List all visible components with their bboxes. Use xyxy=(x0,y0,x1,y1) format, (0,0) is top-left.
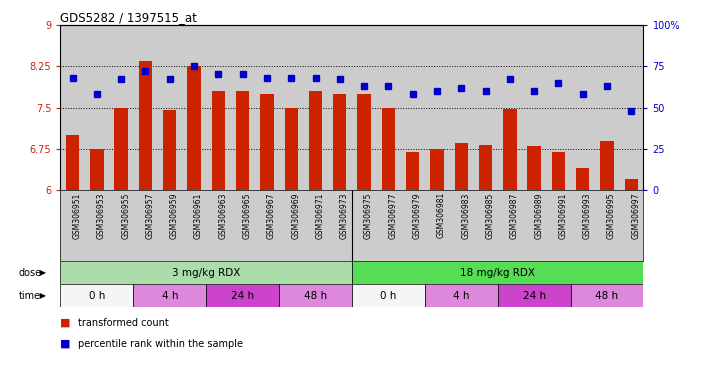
Text: ▶: ▶ xyxy=(38,268,46,277)
Text: transformed count: transformed count xyxy=(78,318,169,328)
Text: GSM306967: GSM306967 xyxy=(267,192,276,239)
Text: GDS5282 / 1397515_at: GDS5282 / 1397515_at xyxy=(60,11,198,24)
Text: GSM306985: GSM306985 xyxy=(486,192,495,238)
Text: GSM306965: GSM306965 xyxy=(242,192,252,239)
Bar xyxy=(528,146,541,190)
Text: GSM306981: GSM306981 xyxy=(437,192,446,238)
Text: 0 h: 0 h xyxy=(89,291,105,301)
Bar xyxy=(90,149,104,190)
Text: GSM306963: GSM306963 xyxy=(218,192,228,239)
Text: GSM306953: GSM306953 xyxy=(97,192,106,239)
Bar xyxy=(424,284,498,307)
Bar xyxy=(406,152,419,190)
Bar xyxy=(576,168,589,190)
Text: GSM306977: GSM306977 xyxy=(388,192,397,239)
Bar xyxy=(212,91,225,190)
Text: GSM306997: GSM306997 xyxy=(631,192,641,239)
Text: ■: ■ xyxy=(60,318,71,328)
Text: GSM306975: GSM306975 xyxy=(364,192,373,239)
Bar xyxy=(309,91,322,190)
Bar xyxy=(284,108,298,190)
Text: GSM306957: GSM306957 xyxy=(146,192,154,239)
Bar xyxy=(358,94,370,190)
Bar xyxy=(382,108,395,190)
Bar xyxy=(206,284,279,307)
Text: GSM306971: GSM306971 xyxy=(316,192,324,238)
Bar xyxy=(260,94,274,190)
Text: GSM306959: GSM306959 xyxy=(170,192,178,239)
Bar xyxy=(114,108,128,190)
Text: GSM306993: GSM306993 xyxy=(583,192,592,239)
Text: GSM306979: GSM306979 xyxy=(412,192,422,239)
Text: GSM306983: GSM306983 xyxy=(461,192,470,238)
Bar xyxy=(60,284,134,307)
Text: 24 h: 24 h xyxy=(231,291,255,301)
Text: 48 h: 48 h xyxy=(595,291,619,301)
Bar xyxy=(552,152,565,190)
Text: GSM306973: GSM306973 xyxy=(340,192,349,239)
Text: GSM306969: GSM306969 xyxy=(292,192,300,239)
Bar xyxy=(134,284,206,307)
Bar xyxy=(600,141,614,190)
Bar xyxy=(479,145,492,190)
Text: 4 h: 4 h xyxy=(161,291,178,301)
Text: GSM306955: GSM306955 xyxy=(121,192,130,239)
Bar xyxy=(570,284,643,307)
Bar xyxy=(66,135,79,190)
Text: dose: dose xyxy=(18,268,42,278)
Bar xyxy=(139,61,152,190)
Text: time: time xyxy=(19,291,41,301)
Bar xyxy=(454,143,468,190)
Text: percentile rank within the sample: percentile rank within the sample xyxy=(78,339,243,349)
Text: ■: ■ xyxy=(60,339,71,349)
Bar xyxy=(625,179,638,190)
Text: GSM306951: GSM306951 xyxy=(73,192,82,238)
Bar xyxy=(430,149,444,190)
Text: GSM306961: GSM306961 xyxy=(194,192,203,238)
Text: GSM306991: GSM306991 xyxy=(558,192,567,238)
Text: 18 mg/kg RDX: 18 mg/kg RDX xyxy=(460,268,535,278)
Text: 0 h: 0 h xyxy=(380,291,397,301)
Text: GSM306995: GSM306995 xyxy=(607,192,616,239)
Text: 3 mg/kg RDX: 3 mg/kg RDX xyxy=(172,268,240,278)
Bar xyxy=(498,284,570,307)
Bar xyxy=(333,94,346,190)
Text: GSM306987: GSM306987 xyxy=(510,192,519,238)
Text: 4 h: 4 h xyxy=(453,291,469,301)
Bar xyxy=(188,66,201,190)
Text: 24 h: 24 h xyxy=(523,291,546,301)
Bar xyxy=(163,110,176,190)
Bar xyxy=(60,261,352,284)
Bar xyxy=(352,261,643,284)
Text: 48 h: 48 h xyxy=(304,291,327,301)
Bar xyxy=(503,109,516,190)
Text: ▶: ▶ xyxy=(38,291,46,300)
Bar xyxy=(352,284,425,307)
Text: GSM306989: GSM306989 xyxy=(534,192,543,238)
Bar xyxy=(236,91,250,190)
Bar xyxy=(279,284,352,307)
